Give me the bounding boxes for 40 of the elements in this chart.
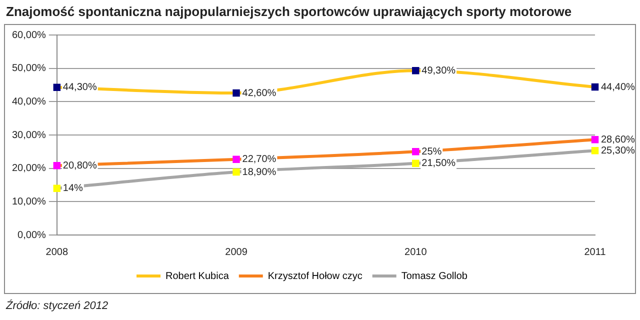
data-label: 42,60% — [242, 88, 276, 99]
data-label: 18,90% — [242, 166, 276, 178]
point — [412, 160, 420, 167]
data-label: 49,30% — [422, 65, 456, 76]
data-label: 44,40% — [601, 82, 636, 93]
point — [591, 147, 599, 154]
legend-label: Tomasz Gollob — [401, 270, 468, 282]
data-label: 20,80% — [62, 160, 97, 172]
y-tick-label: 50,00% — [12, 63, 46, 74]
point — [232, 89, 240, 97]
point — [53, 184, 61, 192]
data-label: 21,50% — [422, 158, 456, 170]
point — [412, 67, 420, 74]
data-label: 28,60% — [601, 134, 636, 146]
x-tick-label: 2009 — [225, 246, 248, 258]
point — [232, 168, 240, 176]
y-tick-label: 10,00% — [12, 196, 46, 208]
point — [412, 148, 420, 156]
data-label: 14% — [62, 183, 84, 194]
point — [232, 156, 240, 163]
point — [591, 83, 599, 91]
data-label: 44,30% — [62, 82, 97, 94]
text: Źródło: styczeń 2012 — [6, 300, 108, 312]
x-tick-label: 2008 — [46, 246, 68, 258]
chart-title: Znajomość spontaniczna najpopularniejszych sportowców uprawiających sporty motorowe — [6, 4, 572, 19]
y-tick-label: 30,00% — [12, 130, 46, 141]
legend-label: Krzysztof Hołow czyc — [268, 270, 362, 282]
data-label: 25% — [422, 146, 442, 158]
x-tick-label: 2010 — [404, 246, 428, 258]
y-tick-label: 40,00% — [12, 96, 46, 108]
x-tick-label: 2011 — [584, 246, 606, 258]
y-tick-label: 0,00% — [18, 230, 46, 241]
point — [53, 162, 61, 170]
point — [591, 136, 599, 144]
data-label: 22,70% — [242, 154, 276, 166]
y-tick-label: 60,00% — [12, 30, 46, 41]
y-tick-label: 20,00% — [12, 163, 46, 174]
data-label: 25,30% — [601, 145, 636, 156]
legend-label: Robert Kubica — [166, 270, 230, 282]
point — [53, 84, 61, 91]
